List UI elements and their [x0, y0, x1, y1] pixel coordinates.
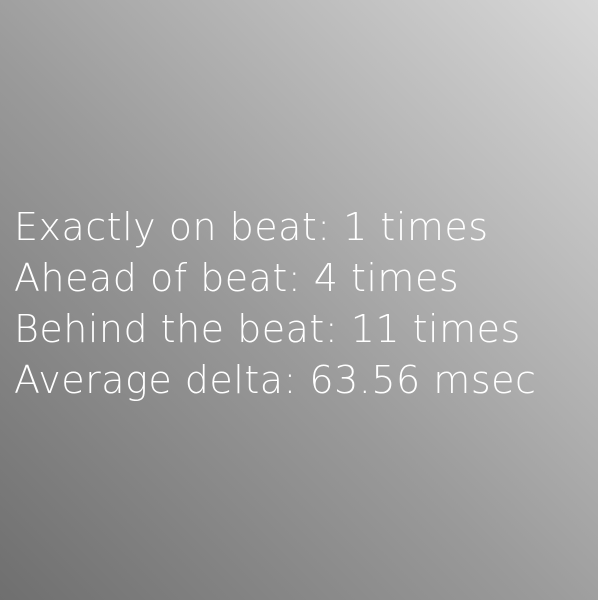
behind-the-beat-stat: Behind the beat: 11 times: [14, 307, 521, 351]
average-delta-stat: Average delta: 63.56 msec: [14, 358, 537, 402]
ahead-of-beat-stat: Ahead of beat: 4 times: [14, 256, 460, 300]
exactly-on-beat-stat: Exactly on beat: 1 times: [14, 205, 489, 249]
timing-stats: Exactly on beat: 1 times Ahead of beat: …: [14, 202, 536, 406]
